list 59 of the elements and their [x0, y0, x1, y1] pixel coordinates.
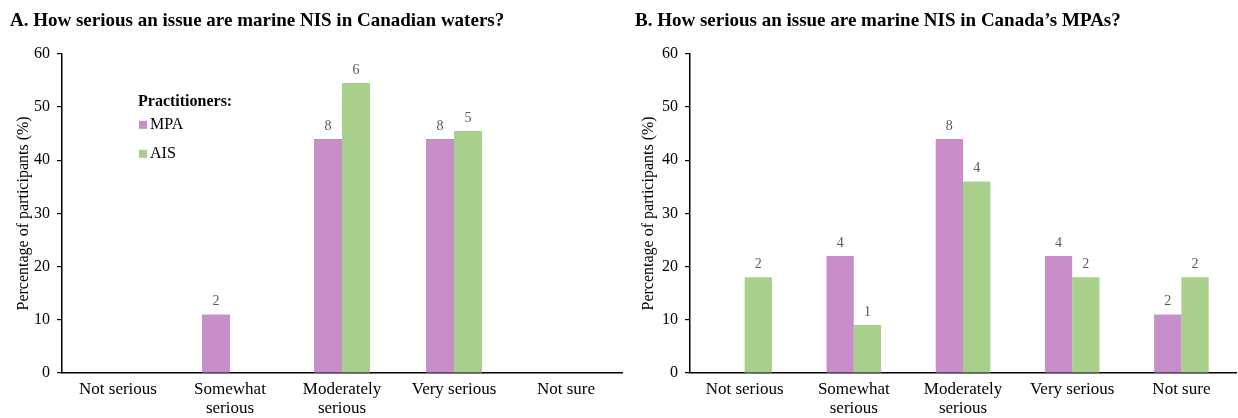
- y-tick-label: 30: [34, 203, 50, 221]
- bar: [1154, 314, 1182, 373]
- x-tick-label: Not sure: [1152, 378, 1211, 398]
- y-tick-label: 50: [34, 97, 50, 115]
- x-tick-label: Moderately serious: [302, 378, 382, 417]
- annotation: 8: [324, 117, 332, 133]
- legend-title: Practitioners:: [138, 91, 233, 109]
- bar: [1044, 255, 1073, 373]
- y-tick-label: 30: [662, 203, 678, 221]
- y-axis-title: Percentage of participants (%): [13, 116, 32, 311]
- annotation: 2: [1191, 255, 1199, 271]
- y-tick-label: 40: [34, 150, 50, 168]
- y-tick-label: 20: [34, 256, 50, 274]
- annotation: 2: [212, 293, 220, 309]
- x-tick-label: Very serious: [1029, 378, 1115, 398]
- annotation: 5: [464, 109, 472, 125]
- bar: [1181, 277, 1209, 373]
- x-tick-label: Not serious: [79, 378, 157, 398]
- x-tick-label: Somewhat serious: [817, 378, 890, 417]
- x-tick-label: Somewhat serious: [194, 378, 267, 417]
- x-tick-label: Not serious: [705, 378, 784, 398]
- y-tick-label: 20: [662, 256, 678, 274]
- y-tick-label: 10: [34, 310, 50, 327]
- annotation: 4: [973, 160, 981, 176]
- annotation: 8: [436, 117, 444, 133]
- bar: [342, 83, 370, 373]
- y-tick-label: 60: [34, 44, 50, 61]
- annotation: 1: [863, 303, 871, 319]
- bar: [853, 325, 882, 373]
- bar: [826, 255, 854, 373]
- annotation: 8: [945, 117, 953, 133]
- annotation: 2: [1082, 255, 1090, 271]
- legend-label: MPA: [150, 115, 184, 132]
- bar: [1072, 277, 1100, 373]
- y-tick-label: 0: [670, 363, 678, 381]
- annotation: 2: [754, 255, 762, 271]
- x-tick-label: Not sure: [536, 378, 596, 398]
- chart-title: B. How serious an issue are marine NIS in Canada’s MPAs?: [635, 9, 1121, 31]
- y-tick-label: 50: [662, 97, 678, 115]
- y-axis-title: Percentage of participants (%): [638, 116, 657, 311]
- y-tick-label: 0: [42, 363, 50, 381]
- bar: [963, 181, 991, 373]
- y-tick-label: 10: [662, 310, 678, 327]
- annotation: 2: [1164, 293, 1172, 309]
- y-tick-label: 40: [662, 150, 678, 168]
- bar: [744, 277, 772, 373]
- bar: [202, 314, 230, 373]
- x-tick-label: Very serious: [411, 378, 497, 398]
- annotation: 4: [836, 234, 844, 250]
- bar: [935, 138, 963, 373]
- annotation: 6: [352, 61, 360, 77]
- y-tick-label: 60: [662, 44, 678, 61]
- chart-title: A. How serious an issue are marine NIS in Canadian waters?: [10, 9, 505, 31]
- bar: [454, 130, 482, 373]
- legend-label: AIS: [150, 144, 176, 161]
- bar: [426, 138, 454, 373]
- annotation: 4: [1055, 234, 1063, 250]
- bar: [314, 138, 342, 373]
- x-tick-label: Moderately serious: [923, 378, 1003, 417]
